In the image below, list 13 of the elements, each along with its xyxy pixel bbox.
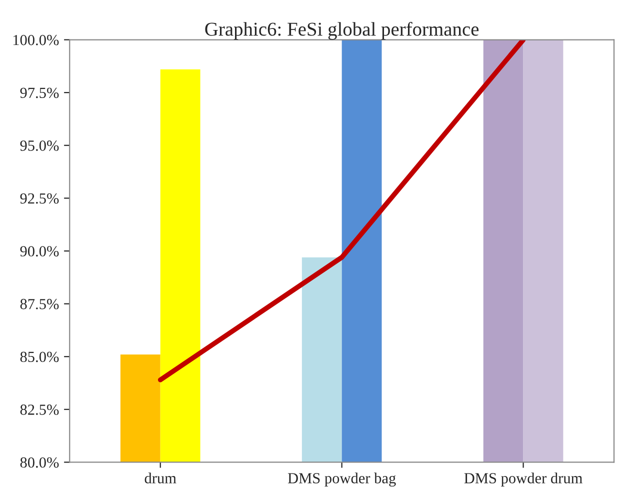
x-tick-label: DMS powder bag <box>288 472 396 487</box>
y-tick-label: 97.5% <box>20 88 59 98</box>
x-tick-label: DMS powder drum <box>464 472 582 486</box>
y-tick-label: 87.5% <box>20 298 59 310</box>
chart-title: Graphic6: FeSi global performance <box>205 22 479 40</box>
y-tick-label: 80.0% <box>20 457 59 468</box>
y-tick-label: 82.5% <box>20 404 59 415</box>
y-tick-label: 100.0% <box>13 34 59 46</box>
y-tick-label: 90.0% <box>20 246 59 257</box>
x-tick-label: drum <box>144 472 176 484</box>
y-tick-label: 92.5% <box>20 193 59 204</box>
y-tick-label: 95.0% <box>20 140 59 151</box>
y-tick-label: 85.0% <box>20 352 59 362</box>
